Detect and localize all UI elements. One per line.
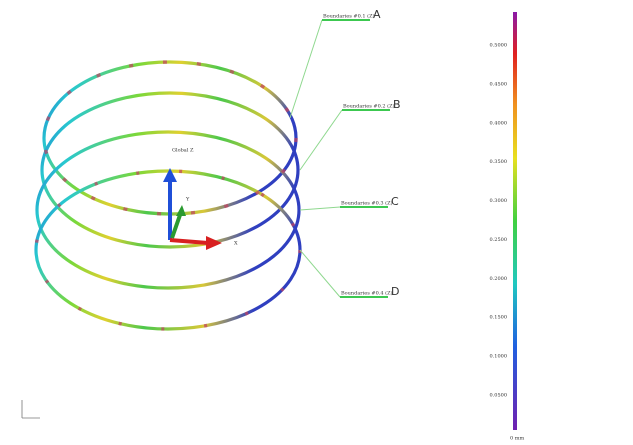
leader: [299, 206, 341, 211]
colorbar-unit: 0 mm: [510, 436, 525, 442]
colorbar-tick-label: 0.4500: [490, 81, 508, 87]
leader: [289, 19, 323, 119]
colorbar: [513, 12, 517, 430]
colorbar-ticks: 0.5000 0.4500 0.4000 0.3500 0.3000 0.2500 0.20…: [490, 43, 508, 399]
triad-z-label: Global Z: [172, 148, 194, 154]
colorbar-tick-label: 0.2000: [490, 276, 508, 282]
callout-letter: A: [373, 8, 381, 21]
callout-letter: C: [391, 195, 399, 208]
leader: [299, 109, 343, 171]
x-arrow: [206, 236, 222, 250]
colorbar-tick-label: 0.0500: [490, 393, 508, 399]
triad-x-label: X: [234, 241, 238, 247]
colorbar-tick-label: 0.2500: [490, 237, 508, 243]
callout-label: Boundaries #0.1 (Z): [323, 13, 375, 20]
y-axis: [170, 214, 182, 239]
callout-letter: B: [393, 98, 401, 111]
ring-hotspots: [42, 60, 298, 216]
leaders: [289, 19, 343, 298]
colorbar-tick-label: 0.5000: [490, 43, 508, 49]
callout-label: Boundaries #0.3 (Z): [341, 200, 393, 207]
y-arrow: [176, 205, 186, 216]
colorbar-tick-label: 0.1000: [490, 354, 508, 360]
colorbar-tick-label: 0.3500: [490, 159, 508, 165]
ring: [35, 130, 301, 290]
triad-y-label: Y: [185, 197, 190, 203]
callout-label: Boundaries #0.4 (Z): [341, 290, 393, 297]
z-arrow: [163, 168, 177, 182]
colorbar-tick-label: 0.1500: [490, 315, 508, 321]
ring: [40, 91, 300, 249]
colorbar-tick-label: 0.4000: [490, 120, 508, 126]
callout-label: Boundaries #0.2 (Z): [343, 103, 395, 110]
corner-triad: [21, 400, 40, 419]
triad: Global Z X Y: [163, 148, 238, 250]
x-axis: [169, 238, 209, 245]
leader: [299, 249, 341, 298]
callout-letter: D: [391, 285, 399, 298]
colorbar-tick-label: 0.3000: [490, 198, 508, 204]
